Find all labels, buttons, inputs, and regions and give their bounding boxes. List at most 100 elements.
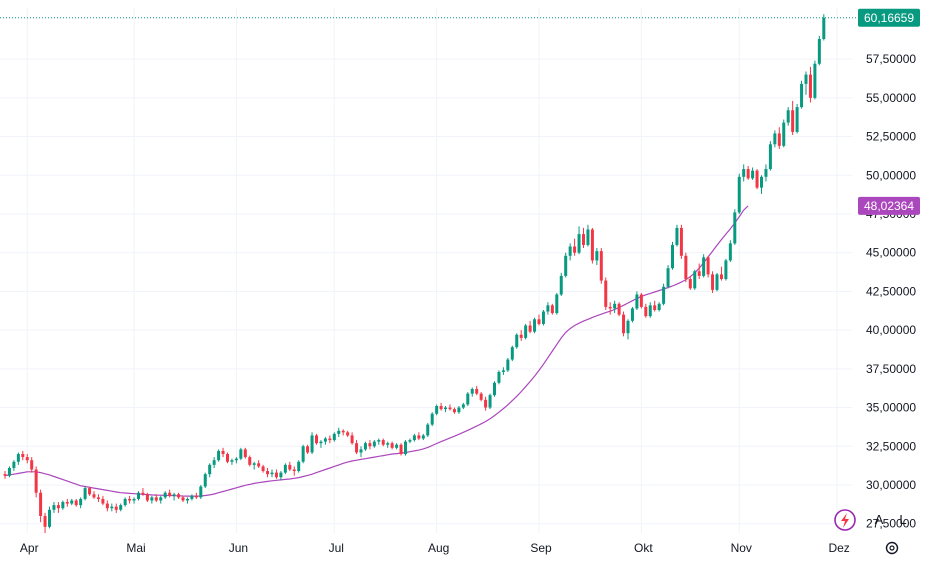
candle-body bbox=[199, 486, 203, 498]
candle bbox=[679, 224, 683, 259]
candle bbox=[795, 104, 799, 134]
candle-body bbox=[212, 460, 216, 465]
candle-body bbox=[315, 435, 318, 444]
candle bbox=[88, 486, 92, 496]
candle-body bbox=[30, 460, 34, 470]
moving-average-badge-background bbox=[858, 196, 920, 215]
candle-body bbox=[795, 107, 799, 132]
candle bbox=[528, 320, 532, 334]
candle bbox=[297, 460, 301, 473]
log-scale-button[interactable]: L bbox=[899, 512, 906, 527]
candle-body bbox=[368, 443, 372, 447]
time-axis[interactable]: Apr Mai Jun Jul Aug Sep Okt Nov Dez bbox=[20, 541, 850, 555]
lightning-button[interactable] bbox=[834, 509, 856, 531]
price-tick-label: 30,00000 bbox=[866, 478, 916, 492]
candle-body bbox=[688, 279, 692, 289]
candle bbox=[484, 396, 488, 411]
candle bbox=[30, 457, 34, 473]
candle-body bbox=[52, 505, 56, 510]
candle bbox=[559, 272, 563, 297]
candle bbox=[630, 306, 634, 323]
candle-body bbox=[435, 406, 439, 414]
gear-icon bbox=[885, 541, 899, 555]
candle bbox=[782, 119, 786, 148]
candle bbox=[274, 469, 278, 479]
candle-body bbox=[177, 494, 181, 498]
candle bbox=[70, 498, 74, 506]
candle-body bbox=[404, 441, 407, 455]
settings-button[interactable] bbox=[885, 541, 899, 555]
candle-body bbox=[457, 407, 461, 413]
candle-body bbox=[141, 492, 145, 495]
time-tick-label: Mai bbox=[126, 541, 145, 555]
candle-body bbox=[412, 435, 416, 441]
candle-body bbox=[470, 388, 474, 394]
candle bbox=[666, 265, 670, 289]
candle-body bbox=[662, 286, 666, 304]
candle bbox=[243, 447, 247, 459]
candle bbox=[715, 272, 719, 292]
candle-body bbox=[39, 492, 43, 516]
candle bbox=[221, 447, 225, 458]
candle bbox=[582, 227, 585, 249]
auto-scale-button[interactable]: A bbox=[875, 512, 884, 527]
candle-body bbox=[283, 464, 287, 473]
candle-body bbox=[666, 268, 670, 287]
candle bbox=[119, 503, 123, 512]
candle bbox=[114, 503, 118, 513]
candle bbox=[381, 438, 385, 447]
candle-body bbox=[715, 274, 719, 290]
price-tick-label: 55,00000 bbox=[866, 91, 916, 105]
candle-body bbox=[760, 176, 763, 188]
candle-body bbox=[635, 294, 639, 309]
candle-body bbox=[791, 110, 795, 132]
candle bbox=[123, 497, 127, 507]
candle-body bbox=[65, 502, 69, 504]
candle bbox=[154, 494, 158, 503]
candle-body bbox=[70, 500, 74, 504]
candle bbox=[537, 314, 541, 326]
candle bbox=[194, 492, 198, 499]
price-axis[interactable]: 27,50000 30,00000 32,50000 35,00000 37,50000… bbox=[866, 52, 916, 531]
candle-body bbox=[306, 446, 310, 453]
candle-body bbox=[724, 260, 728, 280]
candle-body bbox=[461, 404, 465, 408]
candle bbox=[604, 277, 608, 310]
candle bbox=[813, 60, 817, 100]
candle-body bbox=[671, 244, 674, 269]
candle bbox=[377, 438, 381, 445]
candle bbox=[408, 438, 412, 444]
candle bbox=[248, 455, 252, 467]
candle bbox=[452, 407, 456, 414]
price-tick-label: 45,00000 bbox=[866, 246, 916, 260]
candle-body bbox=[711, 274, 715, 290]
candle-body bbox=[25, 457, 29, 461]
candle-body bbox=[684, 255, 688, 280]
candle-body bbox=[608, 306, 612, 309]
candle bbox=[150, 495, 154, 504]
candle-body bbox=[132, 498, 136, 501]
candle bbox=[346, 430, 350, 437]
candle bbox=[497, 370, 501, 385]
candle-body bbox=[257, 463, 261, 467]
candle-body bbox=[239, 449, 243, 459]
candle-body bbox=[426, 424, 430, 436]
candle bbox=[737, 173, 741, 214]
candle-body bbox=[83, 488, 87, 499]
candle-body bbox=[355, 443, 359, 453]
candle bbox=[230, 458, 234, 465]
candle-body bbox=[648, 305, 652, 317]
candle bbox=[417, 432, 421, 441]
candle bbox=[421, 433, 425, 441]
candle bbox=[613, 300, 617, 314]
candle-body bbox=[515, 334, 519, 348]
candle-body bbox=[56, 505, 60, 509]
candle bbox=[586, 224, 590, 247]
candle bbox=[43, 512, 47, 533]
candle-body bbox=[350, 435, 354, 444]
candle bbox=[310, 432, 314, 455]
candles-layer bbox=[3, 14, 826, 533]
candle bbox=[706, 255, 710, 278]
candle bbox=[524, 323, 528, 340]
